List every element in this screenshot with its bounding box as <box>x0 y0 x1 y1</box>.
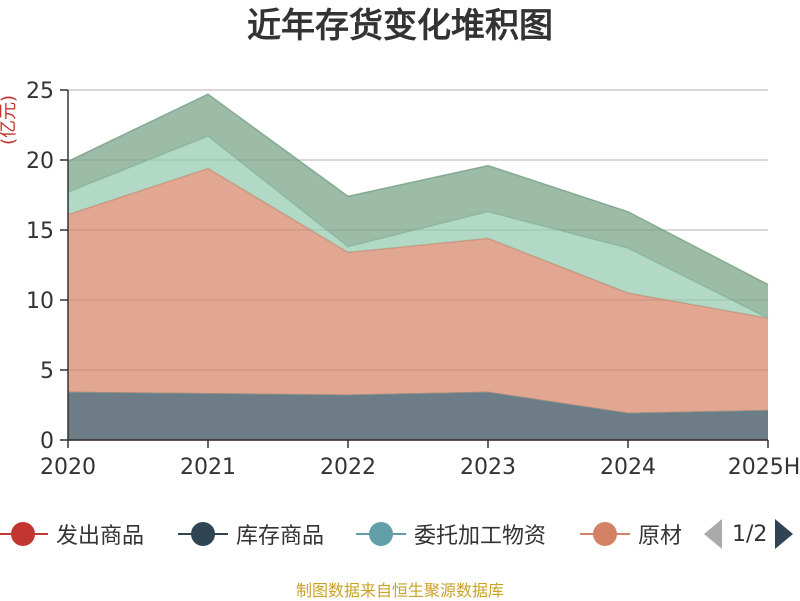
y-tick-label: 25 <box>26 79 54 104</box>
source-note: 制图数据来自恒生聚源数据库 <box>295 581 504 600</box>
legend-label: 发出商品 <box>56 524 145 549</box>
y-axis-unit-label: (亿元) <box>0 95 19 145</box>
y-tick-label: 20 <box>26 149 54 174</box>
legend-item[interactable]: 委托加工物资 <box>356 512 546 556</box>
chart-title: 近年存货变化堆积图 <box>247 6 553 46</box>
pager-next-icon[interactable] <box>775 519 794 549</box>
legend-pager: 1/2 <box>700 512 800 556</box>
legend-swatch-icon <box>356 512 406 556</box>
axis-layer: 0 5 10 15 20 25 2020 2021 2022 2023 2024 2025H <box>26 79 800 480</box>
x-tick-label: 2020 <box>40 455 96 480</box>
y-tick-label: 10 <box>26 289 54 314</box>
x-tick-label: 2021 <box>180 455 236 480</box>
area-series-3[interactable] <box>68 168 768 414</box>
area-layer <box>67 93 769 441</box>
area-series-edge-5 <box>67 93 769 286</box>
legend-label: 库存商品 <box>236 524 325 549</box>
pager-page-label: 1/2 <box>732 521 768 547</box>
area-series-5[interactable] <box>68 94 768 319</box>
x-tick-label: 2024 <box>600 455 656 480</box>
legend: 发出商品 库存商品 委托加工物资 原材 <box>0 512 684 556</box>
legend-label: 原材 <box>638 524 683 549</box>
legend-item[interactable]: 原材 <box>580 512 682 556</box>
y-tick-label: 5 <box>40 359 54 384</box>
legend-item[interactable]: 库存商品 <box>178 512 324 556</box>
legend-swatch-icon <box>178 512 228 556</box>
x-tick-label: 2023 <box>460 455 516 480</box>
legend-swatch-icon <box>580 512 630 556</box>
x-tick-label: 2022 <box>320 455 376 480</box>
legend-swatch-icon <box>0 512 48 556</box>
legend-label: 委托加工物资 <box>414 524 547 549</box>
area-series-1[interactable] <box>68 392 768 440</box>
y-tick-label: 15 <box>26 219 54 244</box>
x-tick-label: 2025H <box>728 455 800 480</box>
y-tick-label: 0 <box>40 429 54 454</box>
pager-prev-icon[interactable] <box>704 519 722 549</box>
area-series-4[interactable] <box>68 136 768 319</box>
legend-item[interactable]: 发出商品 <box>0 512 144 556</box>
